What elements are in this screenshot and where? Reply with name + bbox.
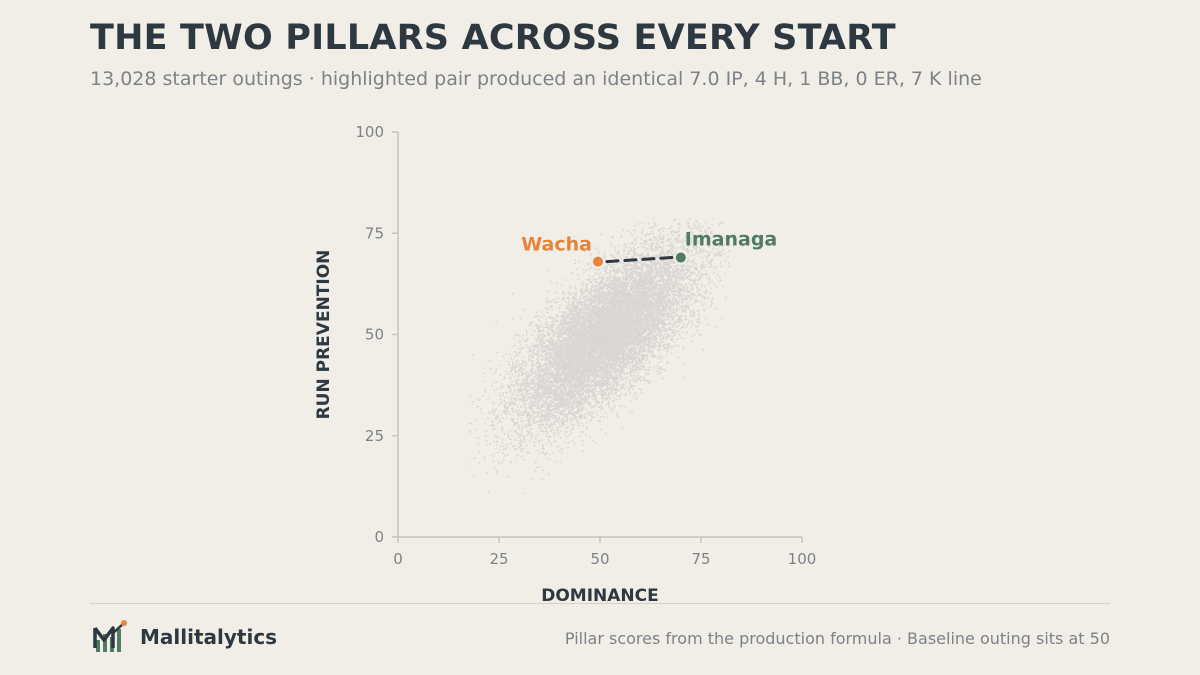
- highlight-label-imanaga: Imanaga: [685, 229, 777, 251]
- x-tick-label: 0: [393, 550, 403, 568]
- brand: Mallitalytics: [92, 618, 277, 656]
- page-subtitle: 13,028 starter outings · highlighted pai…: [90, 68, 982, 90]
- y-ticks: 0 25 50 75 100: [355, 123, 398, 546]
- y-tick-label: 75: [365, 224, 384, 242]
- x-tick-label: 50: [590, 550, 609, 568]
- x-tick-label: 25: [489, 550, 508, 568]
- y-tick-label: 25: [365, 427, 384, 445]
- x-tick-label: 75: [691, 550, 710, 568]
- y-tick-label: 100: [355, 123, 384, 141]
- y-axis-label: RUN PREVENTION: [314, 250, 334, 420]
- x-tick-label: 100: [788, 550, 817, 568]
- pair-connector: [605, 256, 674, 264]
- highlight-point-imanaga: [673, 250, 688, 265]
- footer-divider: [90, 603, 1110, 604]
- mallitalytics-logo-icon: [93, 620, 127, 652]
- highlighted-pair: Wacha Imanaga: [521, 229, 777, 269]
- y-tick-label: 50: [365, 326, 384, 344]
- page-title: THE TWO PILLARS ACROSS EVERY START: [90, 18, 896, 58]
- population-points: [468, 218, 730, 494]
- highlight-point-wacha: [590, 254, 605, 269]
- y-tick-label: 0: [374, 528, 384, 546]
- brand-name: Mallitalytics: [140, 625, 278, 649]
- footnote: Pillar scores from the production formul…: [564, 629, 1110, 648]
- x-ticks: 0 25 50 75 100: [393, 537, 816, 568]
- x-axis-label: DOMINANCE: [541, 586, 659, 606]
- axes: 0 25 50 75 100 0 25 50 75 100 DOMINANCE RUN PREV…: [314, 123, 816, 606]
- highlight-label-wacha: Wacha: [521, 234, 592, 256]
- population-cloud: [468, 218, 730, 494]
